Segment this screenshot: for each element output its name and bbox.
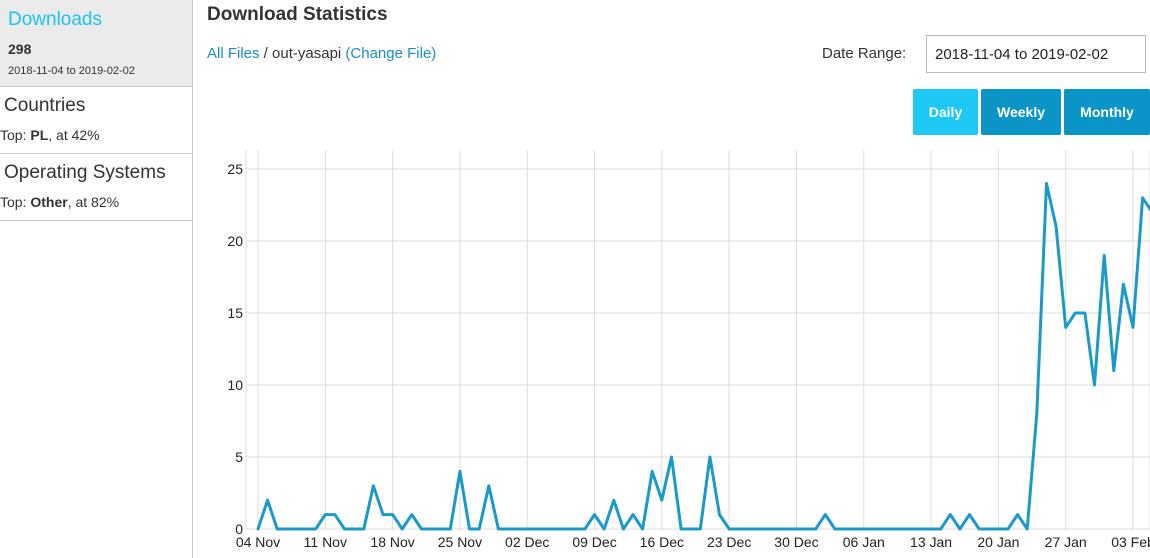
sidebar-item-downloads[interactable]: Downloads 298 2018-11-04 to 2019-02-02 — [0, 0, 192, 87]
x-tick-label: 09 Dec — [572, 534, 616, 550]
sidebar-item-countries[interactable]: Countries Top: PL, at 42% — [0, 87, 192, 154]
sidebar-countries-title: Countries — [4, 95, 86, 116]
weekly-button[interactable]: Weekly — [981, 89, 1061, 135]
countries-top-prefix: Top: — [0, 127, 31, 143]
sidebar: Downloads 298 2018-11-04 to 2019-02-02 C… — [0, 0, 193, 558]
x-tick-label: 18 Nov — [370, 534, 414, 550]
countries-top-summary: Top: PL, at 42% — [0, 127, 100, 143]
series-line — [256, 181, 1150, 531]
sidebar-downloads-title: Downloads — [8, 9, 102, 30]
x-tick-label: 02 Dec — [505, 534, 549, 550]
x-tick-label: 03 Feb — [1111, 534, 1150, 550]
x-tick-label: 20 Jan — [977, 534, 1019, 550]
downloads-range: 2018-11-04 to 2019-02-02 — [8, 65, 136, 77]
x-tick-label: 06 Jan — [843, 534, 885, 550]
y-tick-label: 20 — [227, 233, 243, 249]
x-tick-label: 25 Nov — [438, 534, 482, 550]
breadcrumb: All Files / out-yasapi (Change File) — [207, 45, 436, 62]
date-range-input[interactable] — [926, 35, 1146, 73]
sidebar-item-operating-systems[interactable]: Operating Systems Top: Other, at 82% — [0, 154, 192, 221]
change-file-link[interactable]: (Change File) — [345, 45, 437, 62]
x-tick-label: 13 Jan — [910, 534, 952, 550]
breadcrumb-separator: / — [259, 45, 273, 62]
y-tick-label: 10 — [227, 377, 243, 393]
os-top-prefix: Top: — [0, 194, 31, 210]
countries-top-suffix: , at 42% — [48, 127, 100, 143]
page-title: Download Statistics — [207, 4, 388, 25]
daily-button[interactable]: Daily — [913, 89, 978, 135]
x-tick-label: 23 Dec — [707, 534, 751, 550]
y-tick-label: 0 — [235, 521, 243, 537]
file-name: out-yasapi — [272, 45, 342, 62]
y-tick-label: 5 — [235, 449, 243, 465]
x-tick-label: 11 Nov — [304, 534, 347, 550]
date-range-label: Date Range: — [822, 45, 907, 62]
monthly-button[interactable]: Monthly — [1064, 89, 1150, 135]
downloads-count: 298 — [8, 41, 32, 57]
x-tick-label: 16 Dec — [640, 534, 684, 550]
x-tick-label: 04 Nov — [236, 534, 280, 550]
os-top-value: Other — [30, 194, 68, 210]
countries-top-value: PL — [30, 127, 49, 143]
x-tick-label: 30 Dec — [774, 534, 818, 550]
x-tick-label: 27 Jan — [1045, 534, 1087, 550]
sidebar-os-title: Operating Systems — [4, 162, 166, 183]
y-tick-label: 25 — [227, 161, 243, 177]
os-top-suffix: , at 82% — [67, 194, 120, 210]
y-tick-label: 15 — [227, 305, 243, 321]
all-files-link[interactable]: All Files — [207, 45, 260, 62]
os-top-summary: Top: Other, at 82% — [0, 194, 119, 210]
